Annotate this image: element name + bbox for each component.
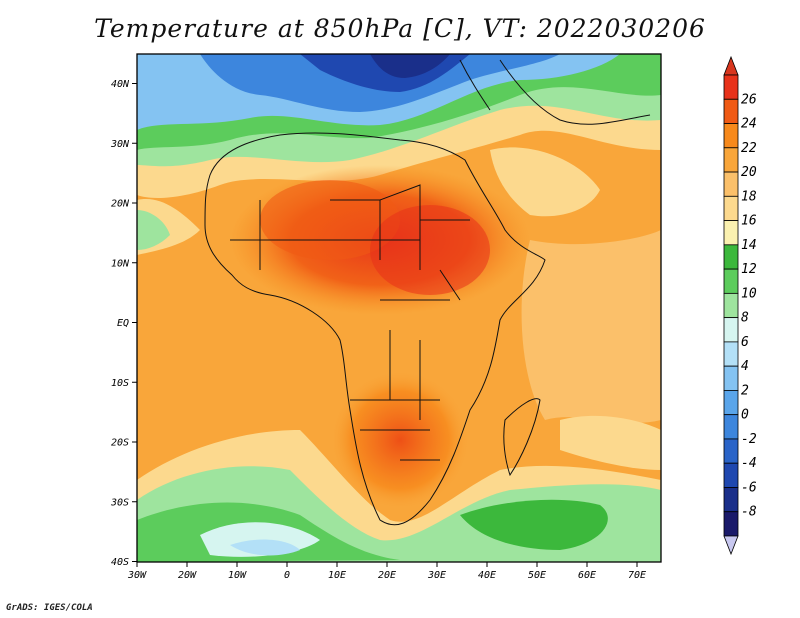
colorbar-label: 20 <box>741 165 757 180</box>
lon-tick-label: 10W <box>228 570 247 581</box>
colorbar-segment <box>723 171 739 197</box>
lon-tick-label: 10E <box>328 570 346 581</box>
lon-tick-label: 40E <box>478 570 496 581</box>
colorbar-label: 12 <box>741 262 757 277</box>
colorbar-label: 22 <box>741 141 757 156</box>
colorbar-label: 8 <box>741 311 749 326</box>
colorbar-label: 6 <box>741 335 749 350</box>
lon-tick-label: 70E <box>628 570 646 581</box>
colorbar-segment <box>723 438 739 464</box>
lat-tick-label: 10N <box>111 258 130 269</box>
colorbar-segment <box>723 74 739 100</box>
lat-tick-label: 30N <box>110 139 130 150</box>
lat-axis: 40N 30N 20N 10N EQ 10S 20S 30S 40S <box>110 79 137 568</box>
colorbar-segment <box>723 123 739 149</box>
colorbar-segment <box>723 341 739 367</box>
lon-tick-label: 20W <box>178 570 197 581</box>
credit-label: GrADS: IGES/COLA <box>6 603 93 613</box>
colorbar-segment <box>723 147 739 173</box>
colorbar-under-arrow <box>723 535 739 556</box>
temperature-field <box>137 54 661 562</box>
lon-tick-label: 50E <box>528 570 546 581</box>
lat-tick-label: 20N <box>111 199 130 210</box>
colorbar-label: 26 <box>741 92 757 107</box>
colorbar-label: 4 <box>741 359 749 374</box>
lat-tick-label: 20S <box>111 438 129 449</box>
colorbar-segment <box>723 317 739 343</box>
colorbar-segment <box>723 462 739 488</box>
colorbar-label: 0 <box>741 408 749 423</box>
colorbar-segment <box>723 414 739 440</box>
lon-tick-label: 0 <box>284 570 290 581</box>
colorbar-segment <box>723 511 739 537</box>
colorbar-label: -2 <box>741 432 757 447</box>
chart-title: Temperature at 850hPa [C], VT: 202203020… <box>94 14 706 43</box>
colorbar-label: 18 <box>741 189 757 204</box>
colorbar-segment <box>723 244 739 270</box>
colorbar-label: 14 <box>741 238 757 253</box>
lon-tick-label: 30E <box>427 570 446 581</box>
lat-tick-label: 10S <box>111 378 129 389</box>
colorbar-label: 24 <box>741 117 757 132</box>
colorbar-label: 16 <box>741 214 757 229</box>
lon-tick-label: 20E <box>378 570 396 581</box>
colorbar-label: 10 <box>741 286 757 301</box>
lat-tick-label: 40S <box>111 557 129 568</box>
lon-tick-label: 60E <box>578 570 596 581</box>
colorbar-segment <box>723 390 739 416</box>
colorbar-label: 2 <box>741 383 749 398</box>
colorbar-segment <box>723 292 739 319</box>
colorbar-label: -6 <box>741 480 757 495</box>
colorbar-segment <box>723 195 739 221</box>
colorbar-label: -8 <box>741 505 757 520</box>
colorbar-segment <box>723 268 739 294</box>
lat-tick-label: 30S <box>110 497 129 508</box>
colorbar-over-arrow <box>723 55 739 76</box>
colorbar-segment <box>723 98 739 124</box>
lat-tick-label: EQ <box>117 318 129 329</box>
map-frame <box>136 53 662 563</box>
colorbar-segment <box>723 365 739 391</box>
colorbar-label: -4 <box>741 456 757 471</box>
colorbar-segment <box>723 220 739 246</box>
lon-axis: 30W 20W 10W 0 10E 20E 30E 40E 50E 60E 70E <box>127 562 646 581</box>
coastlines <box>204 59 651 526</box>
colorbar-segment <box>723 487 739 513</box>
lon-tick-label: 30W <box>127 570 147 581</box>
lat-tick-label: 40N <box>111 79 130 90</box>
